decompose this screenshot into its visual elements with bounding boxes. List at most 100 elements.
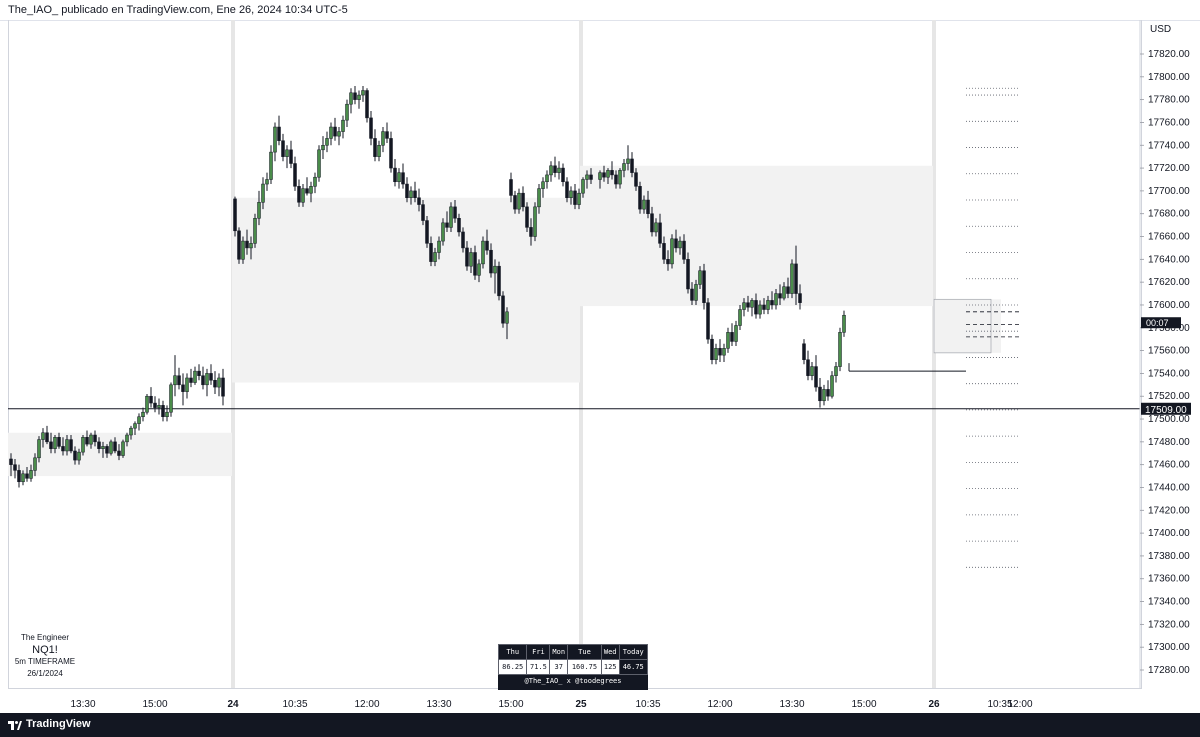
- candle-down: [289, 149, 293, 164]
- candle-down: [826, 389, 830, 397]
- info-box: The Engineer NQ1! 5m TIMEFRAME 26/1/2024: [10, 632, 80, 680]
- candle-up: [329, 126, 333, 139]
- candle-up: [433, 252, 437, 262]
- range-zone: [580, 165, 933, 307]
- candle-down: [149, 395, 153, 404]
- candle-down: [662, 243, 666, 260]
- table-header-thu: Thu: [497, 644, 528, 660]
- candle-down: [529, 227, 533, 237]
- candle-down: [405, 183, 409, 198]
- candle-down: [718, 348, 722, 356]
- y-tick-label: 17420.00: [1148, 505, 1190, 516]
- candle-up: [790, 263, 794, 294]
- tradingview-logo-icon[interactable]: [8, 719, 22, 731]
- candle-down: [702, 270, 706, 303]
- table-credit: @The_IAO_ x @toodegrees: [524, 677, 622, 685]
- candle-down: [473, 252, 477, 276]
- y-tick-label: 17780.00: [1148, 95, 1190, 106]
- candle-down: [105, 446, 109, 454]
- candle-up: [726, 332, 730, 349]
- candle-up: [810, 366, 814, 376]
- x-tick-label: 13:30: [779, 699, 804, 710]
- x-tick-label: 24: [227, 699, 239, 710]
- candle-down: [281, 140, 285, 157]
- tradingview-brand[interactable]: TradingView: [26, 718, 91, 730]
- candle-up: [505, 311, 509, 324]
- candle-down: [497, 265, 501, 297]
- x-tick-label: 10:35: [987, 699, 1012, 710]
- y-tick-label: 17300.00: [1148, 642, 1190, 653]
- date-label: 26/1/2024: [27, 669, 63, 678]
- y-tick-label: 17700.00: [1148, 186, 1190, 197]
- candle-down: [762, 304, 766, 310]
- candle-up: [758, 304, 762, 315]
- table-header-fri: Fri: [526, 644, 551, 660]
- currency-label[interactable]: USD: [1150, 24, 1172, 35]
- candle-up: [842, 314, 846, 333]
- candle-up: [257, 202, 261, 219]
- candle-up: [618, 170, 622, 185]
- candle-up: [337, 131, 341, 137]
- candle-down: [489, 249, 493, 274]
- candle-up: [698, 270, 702, 285]
- y-tick-label: 17580.00: [1148, 323, 1190, 334]
- candle-up: [537, 188, 541, 208]
- candle-down: [638, 186, 642, 210]
- y-tick-label: 17320.00: [1148, 619, 1190, 630]
- candle-up: [545, 174, 549, 183]
- candle-up: [29, 470, 33, 479]
- x-tick-label: 15:00: [498, 699, 523, 710]
- candlestick-chart[interactable]: 17280.00 17300.00 17320.00 17340.00 17360.00…: [0, 0, 1200, 713]
- x-tick-label: 15:00: [142, 699, 167, 710]
- candle-up: [581, 179, 585, 194]
- candle-down: [730, 332, 734, 342]
- candle-down: [818, 386, 822, 402]
- candle-down: [213, 380, 217, 388]
- candle-up: [834, 366, 838, 376]
- candle-up: [738, 309, 742, 326]
- candle-up: [838, 332, 842, 367]
- candle-up: [253, 218, 257, 244]
- candle-down: [373, 138, 377, 157]
- candle-up: [357, 94, 361, 100]
- y-tick-label: 17800.00: [1148, 72, 1190, 83]
- x-tick-label: 10:35: [635, 699, 660, 710]
- candle-down: [293, 163, 297, 187]
- candle-down: [429, 243, 433, 262]
- candle-down: [25, 473, 29, 479]
- candle-down: [682, 240, 686, 260]
- table-header-tue: Tue: [567, 644, 602, 660]
- candle-down: [565, 181, 569, 198]
- candle-down: [710, 338, 714, 360]
- candle-down: [465, 247, 469, 267]
- last-price-label: 17509.00: [1145, 405, 1187, 416]
- candle-up: [133, 423, 137, 429]
- candle-down: [93, 434, 97, 443]
- y-tick-label: 17620.00: [1148, 277, 1190, 288]
- x-tick-label: 25: [575, 699, 587, 710]
- candle-down: [113, 441, 117, 452]
- candle-up: [129, 427, 133, 436]
- x-tick-label: 13:30: [426, 699, 451, 710]
- table-value-wed: 125: [600, 659, 620, 675]
- candle-down: [674, 238, 678, 249]
- candle-down: [85, 437, 89, 445]
- range-zone-outline: [933, 298, 992, 354]
- candle-up: [137, 416, 141, 424]
- y-tick-label: 17520.00: [1148, 391, 1190, 402]
- candle-down: [806, 359, 810, 376]
- candle-up: [541, 181, 545, 189]
- candle-down: [353, 92, 357, 100]
- candle-down: [297, 186, 301, 203]
- candle-down: [277, 126, 281, 141]
- y-tick-label: 17680.00: [1148, 209, 1190, 220]
- timeframe-label: 5m TIMEFRAME: [14, 657, 76, 666]
- candle-up: [205, 373, 209, 386]
- candle-down: [630, 158, 634, 173]
- candle-down: [61, 446, 65, 452]
- candle-down: [417, 197, 421, 205]
- candle-up: [165, 411, 169, 418]
- candle-up: [37, 439, 41, 459]
- candle-down: [746, 302, 750, 308]
- candle-up: [261, 183, 265, 203]
